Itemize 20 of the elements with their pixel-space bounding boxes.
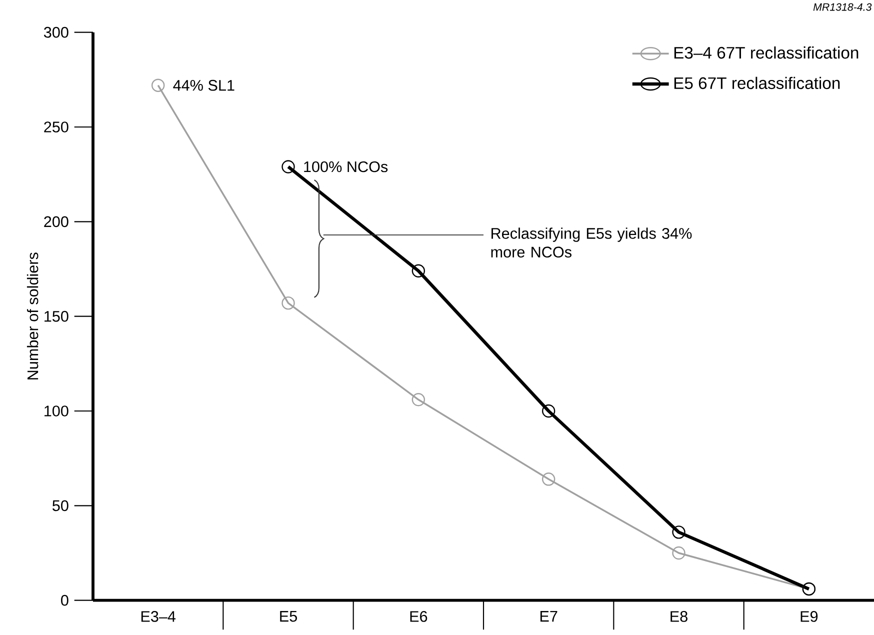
x-tick-label: E9: [800, 611, 818, 622]
y-tick-label: 100: [44, 406, 68, 416]
y-tick-label: 300: [44, 26, 68, 38]
x-tick-label: E6: [410, 611, 428, 622]
x-tick-label: E8: [670, 611, 688, 622]
y-axis-title: Number of soldiers: [26, 252, 38, 380]
x-tick-label: E5: [280, 611, 297, 622]
annotation: 100% NCOs: [304, 161, 388, 172]
x-tick-label: E3–4: [141, 611, 176, 622]
x-tick-label: E7: [540, 611, 558, 622]
y-tick-label: 150: [44, 310, 68, 322]
legend-label: E5 67T reclassification: [674, 76, 840, 90]
annotation: 44% SL1: [173, 80, 234, 91]
y-tick-label: 50: [52, 500, 68, 512]
y-tick-label: 0: [61, 594, 68, 606]
legend-label: E3–4 67T reclassification: [674, 46, 858, 59]
y-tick-label: 200: [44, 216, 68, 228]
text: MR1318-4.3: [813, 3, 872, 11]
y-tick-label: 250: [44, 122, 68, 132]
annotation: Reclassifying E5s yields 34% more NCOs: [491, 228, 692, 258]
